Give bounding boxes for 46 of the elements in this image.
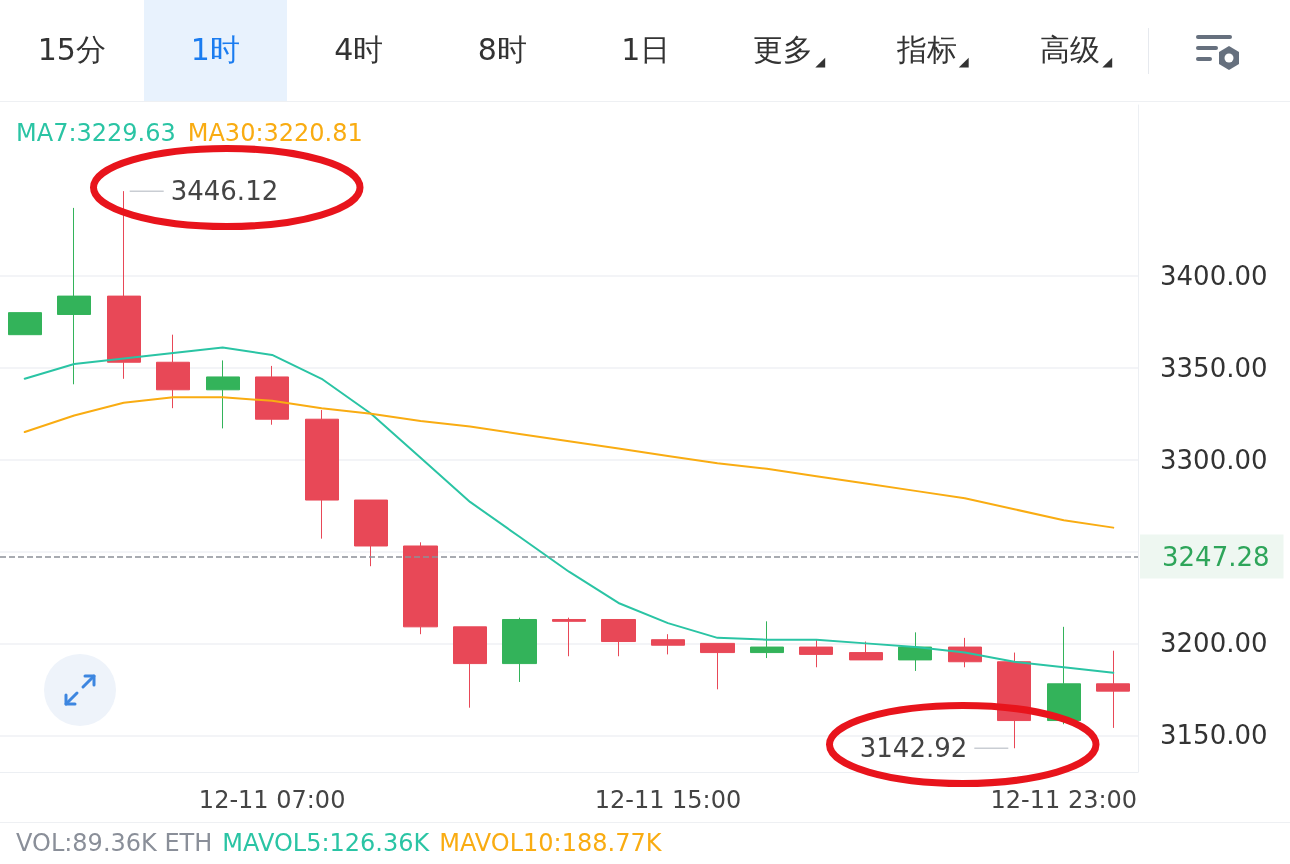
annotation: 3446.12 [170,176,279,207]
text: MA30:3220.81 [187,119,363,147]
candlestick [305,409,339,540]
candlestick [57,207,91,385]
text: MAVOL5:126.36K [222,829,430,857]
text: 4时 [334,31,384,69]
candlestick [453,626,487,709]
text: MA7:3229.63 [16,119,176,147]
y-tick-label: 3350.00 [1160,352,1268,383]
y-tick-label: 3400.00 [1160,260,1268,291]
candlestick [849,641,883,661]
candlestick [1096,650,1130,729]
candlestick [601,618,636,657]
candlestick [552,617,586,657]
text: 高级$_{◢}$ [1040,31,1113,71]
candlestick [502,617,537,683]
y-tick-label: 3200.00 [1160,628,1268,659]
candlestick [255,365,289,426]
text: 3247.28 [1162,541,1270,572]
y-tick-label: 3300.00 [1160,444,1268,475]
line-series [23,346,1115,674]
y-tick-label: 3150.00 [1160,720,1268,751]
x-tick-label: 12-11 07:00 [198,786,346,814]
annotation: 3142.92 [859,733,968,764]
text: 1时 [190,31,240,69]
candlestick [700,642,735,690]
candlestick [750,620,784,659]
candlestick [898,631,932,672]
text: 15分 [37,31,106,69]
candlestick [354,499,388,567]
text: 1日 [621,31,671,69]
candlestick [403,541,438,635]
text: 更多$_{◢}$ [753,31,826,71]
text: MAVOL10:188.77K [439,829,662,857]
candlestick [799,639,833,668]
x-tick-label: 12-11 23:00 [990,786,1138,814]
text: VOL:89.36K ETH [16,829,213,857]
candlestick [651,633,685,655]
text: 8时 [477,31,527,69]
text: 指标$_{◢}$ [896,31,969,71]
candlestick [206,359,240,429]
candlestick [156,334,190,409]
candlestick [8,312,42,336]
line-series [23,396,1115,529]
x-tick-label: 12-11 15:00 [594,786,742,814]
candlestick [107,190,141,380]
